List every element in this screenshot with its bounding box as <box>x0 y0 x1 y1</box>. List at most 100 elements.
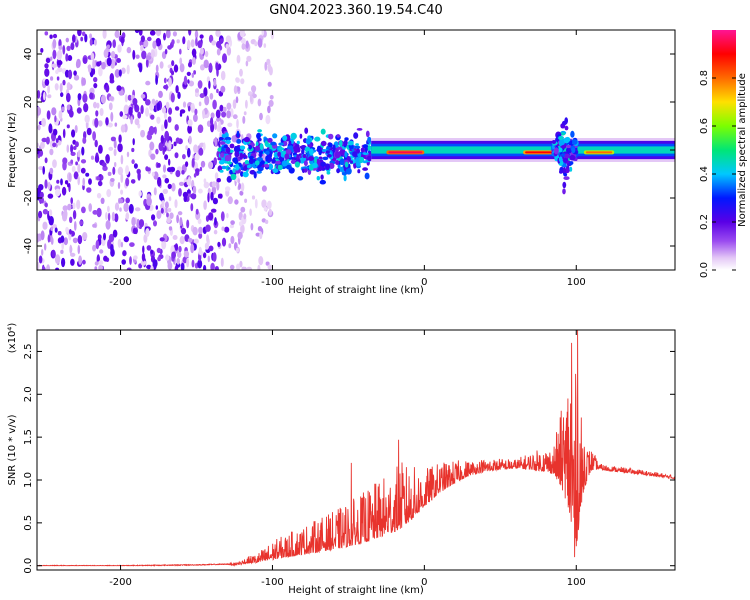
spectrogram-cell <box>82 93 88 103</box>
spectrogram-cell <box>111 211 115 222</box>
spectrogram-cell <box>261 30 265 36</box>
spectrogram-cell <box>177 211 183 216</box>
spectrogram-cell <box>151 214 156 221</box>
spectrogram-cell <box>212 99 217 110</box>
spectrogram-cell <box>558 156 563 163</box>
spectrogram-cell <box>216 178 221 183</box>
spectrogram-cell <box>564 153 570 159</box>
spectrogram-cell <box>194 108 198 116</box>
spectrogram-cell <box>343 174 347 182</box>
spectrogram-cell <box>182 36 186 45</box>
spectrogram-cell <box>267 264 272 270</box>
spectrogram-cell <box>248 158 254 165</box>
spectrogram-cell <box>92 131 96 141</box>
snr-line <box>37 330 675 567</box>
spectrogram-cell <box>296 154 300 160</box>
spectrogram-cell <box>60 235 65 243</box>
spectrogram-cell <box>156 102 161 111</box>
snr-x-label: Height of straight line (km) <box>288 585 424 596</box>
spectrogram-cell <box>236 138 242 144</box>
spectrogram-cell <box>105 84 110 93</box>
spectrogram-cell <box>267 81 272 87</box>
spectrogram-cell <box>220 152 225 158</box>
spectrogram-cell <box>225 186 231 192</box>
spectrogram-core <box>525 151 552 154</box>
spectrogram-cell <box>83 103 89 113</box>
spectrogram-cell <box>164 48 168 55</box>
spectrogram-cell <box>246 164 251 169</box>
spectrogram-cell <box>202 252 207 259</box>
spectrogram-cell <box>364 172 370 180</box>
spectrogram-cell <box>164 154 169 161</box>
spectrogram-cell <box>130 116 134 125</box>
spectrogram-cell <box>212 197 218 205</box>
spectrogram-cell <box>570 130 575 138</box>
spectrogram-cell <box>282 160 288 167</box>
spectrogram-cell <box>223 144 228 149</box>
spectrogram-cell <box>259 112 263 121</box>
spectrogram-cell <box>77 93 82 101</box>
spectrogram-cell <box>161 200 165 207</box>
spectrogram-cell <box>67 69 73 80</box>
spectrogram-cell <box>140 260 147 266</box>
spectrogram-cell <box>277 164 283 171</box>
spec-x-tick-label: -200 <box>109 277 132 288</box>
spectrogram-cell <box>131 159 135 165</box>
spectrogram-cell <box>226 102 232 111</box>
spectrogram-cell <box>221 165 227 170</box>
spectrogram-cell <box>117 238 122 248</box>
spectrogram-cell <box>203 59 209 69</box>
spectrogram-cell <box>356 148 360 154</box>
spectrogram-cell <box>46 264 51 270</box>
spectrogram-cell <box>217 157 222 161</box>
spectrogram-cell <box>183 75 188 86</box>
spectrogram-cell <box>241 43 246 50</box>
spectrogram-cell <box>97 234 102 240</box>
spectrogram-cell <box>235 247 239 253</box>
spectrogram-cell <box>42 208 49 215</box>
spectrogram-cell <box>245 99 248 109</box>
spectrogram-cell <box>174 152 179 159</box>
spectrogram-cell <box>124 94 128 103</box>
spectrogram-cell <box>213 229 218 235</box>
snr-y-tick-label: 0.0 <box>23 558 34 574</box>
spectrogram-cell <box>243 213 247 220</box>
spectrogram-cell <box>225 35 232 43</box>
spectrogram-cell <box>261 218 266 223</box>
spectrogram-cell <box>114 202 120 211</box>
spectrogram-cell <box>156 247 162 254</box>
spectrogram-cell <box>149 103 155 111</box>
spectrogram-cell <box>360 147 365 153</box>
spectrogram-cell <box>208 80 211 90</box>
spectrogram-cell <box>74 141 79 148</box>
spectrogram-cell <box>308 143 312 148</box>
spectrogram-cell <box>193 173 197 178</box>
spectrogram-cell <box>121 67 126 74</box>
spectrogram-cell <box>563 172 568 177</box>
spectrogram-cell <box>164 201 169 209</box>
spectrogram-cell <box>225 139 231 144</box>
spectrogram-cell <box>138 263 143 269</box>
spectrogram-cell <box>125 177 130 187</box>
spectrogram-cell <box>94 266 98 270</box>
spectrogram-cell <box>52 142 57 148</box>
spectrogram-cell <box>185 145 188 151</box>
spectrogram-cell <box>170 70 175 76</box>
spectrogram-cell <box>257 38 263 48</box>
spectrogram-cell <box>45 136 50 145</box>
spectrogram-cell <box>145 228 150 237</box>
spectrogram-cell <box>235 77 240 83</box>
spectrogram-cell <box>244 198 248 203</box>
spectrogram-cell <box>163 32 166 41</box>
spectrogram-cell <box>305 138 311 145</box>
spectrogram-cell <box>88 203 92 212</box>
spectrogram-cell <box>168 140 172 151</box>
spectrogram-cell <box>198 147 204 156</box>
spectrogram-cell <box>235 96 239 104</box>
spectrogram-cell <box>287 145 294 151</box>
spectrogram-cell <box>296 140 300 145</box>
spectrogram-cell <box>47 94 52 99</box>
spectrogram-cell <box>153 187 157 196</box>
spectrogram-cell <box>186 257 190 268</box>
spectrogram-cell <box>135 104 140 113</box>
